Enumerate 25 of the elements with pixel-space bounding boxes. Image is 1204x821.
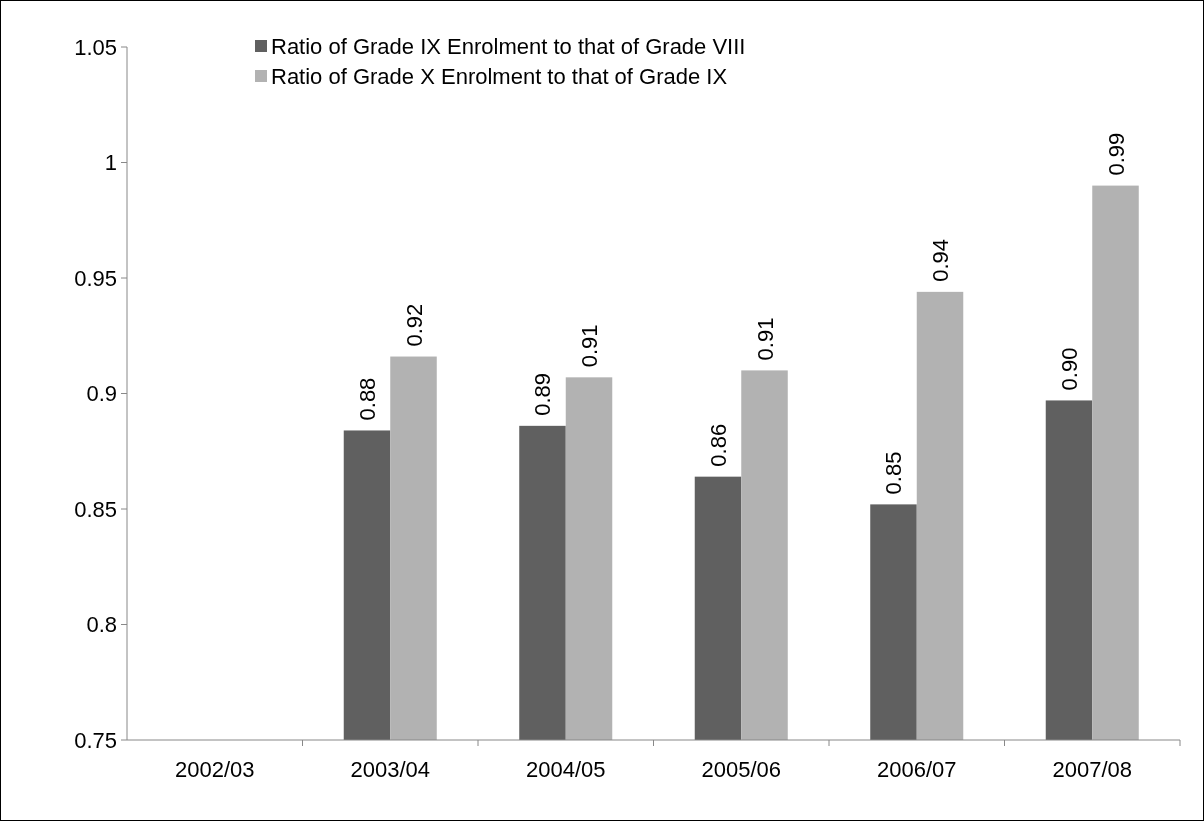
y-tick-label: 0.75 xyxy=(74,727,117,753)
data-label: 0.91 xyxy=(752,317,778,361)
data-label: 0.90 xyxy=(1057,347,1082,391)
y-tick-label: 0.95 xyxy=(74,265,117,291)
data-label: 0.91 xyxy=(577,324,602,368)
x-tick-label: 2002/03 xyxy=(174,757,255,782)
x-tick-label: 2004/05 xyxy=(525,757,606,782)
x-tick-label: 2005/06 xyxy=(701,757,782,782)
legend-label: Ratio of Grade X Enrolment to that of Grade IX xyxy=(271,63,728,89)
data-label: 0.99 xyxy=(1103,132,1129,176)
data-label: 0.92 xyxy=(401,303,427,347)
data-label: 0.94 xyxy=(928,239,953,282)
y-tick-label: 1 xyxy=(104,150,117,176)
x-tick-label: 2007/08 xyxy=(1052,757,1133,782)
data-label: 0.89 xyxy=(530,373,556,416)
y-tick-label: 0.9 xyxy=(86,381,117,407)
y-tick-label: 0.8 xyxy=(86,612,117,638)
legend-label: Ratio of Grade IX Enrolment to that of Grade VIII xyxy=(271,33,746,59)
data-label: 0.86 xyxy=(706,423,731,467)
y-tick-label: 1.05 xyxy=(74,34,117,60)
x-tick-label: 2006/07 xyxy=(876,757,957,782)
data-label: 0.85 xyxy=(881,451,907,495)
data-label: 0.88 xyxy=(355,377,380,421)
x-tick-label: 2003/04 xyxy=(350,757,431,782)
y-tick-label: 0.85 xyxy=(74,496,117,522)
